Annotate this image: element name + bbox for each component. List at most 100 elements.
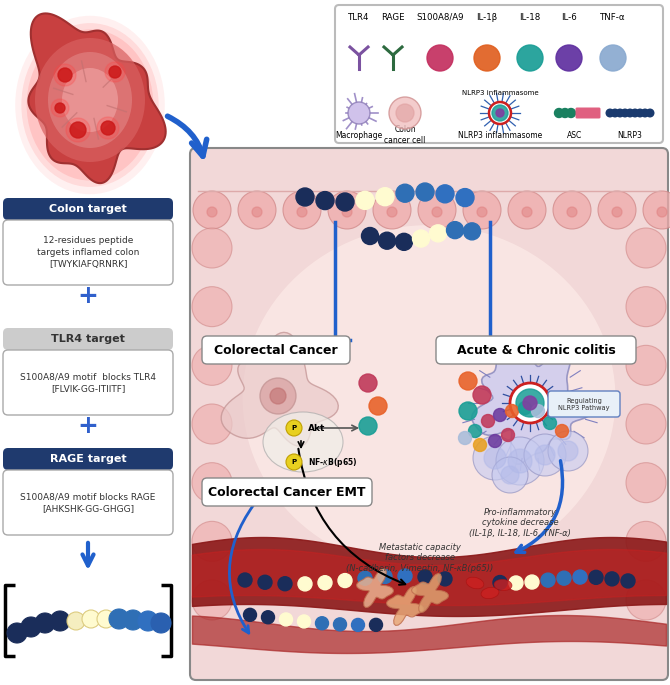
Circle shape bbox=[493, 575, 507, 590]
Circle shape bbox=[297, 615, 310, 628]
Circle shape bbox=[418, 191, 456, 229]
Text: IL-6: IL-6 bbox=[561, 12, 577, 21]
Circle shape bbox=[501, 466, 519, 484]
Circle shape bbox=[626, 521, 666, 561]
Circle shape bbox=[438, 572, 452, 586]
FancyBboxPatch shape bbox=[3, 220, 173, 285]
Circle shape bbox=[97, 117, 119, 139]
Circle shape bbox=[535, 445, 555, 465]
Ellipse shape bbox=[466, 577, 484, 589]
Circle shape bbox=[260, 378, 296, 414]
FancyBboxPatch shape bbox=[436, 336, 636, 364]
Circle shape bbox=[626, 580, 666, 620]
Circle shape bbox=[555, 425, 569, 438]
Circle shape bbox=[316, 616, 328, 630]
FancyBboxPatch shape bbox=[3, 470, 173, 535]
Circle shape bbox=[318, 575, 332, 590]
Circle shape bbox=[373, 191, 411, 229]
Polygon shape bbox=[472, 347, 592, 464]
Circle shape bbox=[389, 97, 421, 129]
Circle shape bbox=[416, 183, 434, 201]
Text: ASC: ASC bbox=[567, 131, 583, 140]
Circle shape bbox=[286, 420, 302, 436]
Text: 12-residues peptide
targets inflamed colon
[TWYKIAFQRNRK]: 12-residues peptide targets inflamed col… bbox=[37, 236, 139, 269]
Ellipse shape bbox=[48, 52, 132, 148]
Circle shape bbox=[378, 569, 392, 584]
Text: IL-18: IL-18 bbox=[519, 12, 541, 21]
Circle shape bbox=[492, 105, 508, 121]
FancyBboxPatch shape bbox=[3, 350, 173, 415]
Circle shape bbox=[657, 207, 667, 217]
Circle shape bbox=[517, 45, 543, 71]
Circle shape bbox=[558, 441, 578, 461]
Text: Pro-inflammatory
cytokine decrease
(IL-1β, IL-18, IL-6, TNF-α): Pro-inflammatory cytokine decrease (IL-1… bbox=[469, 508, 571, 538]
Circle shape bbox=[473, 386, 491, 404]
Text: Regulating
NLRP3 Pathway: Regulating NLRP3 Pathway bbox=[558, 397, 610, 410]
Circle shape bbox=[396, 184, 414, 202]
Circle shape bbox=[58, 68, 72, 82]
Circle shape bbox=[510, 383, 550, 423]
Text: Metastatic capacity
factors decrease
(N-cadherin, Vimentin, NF-κB(p65)): Metastatic capacity factors decrease (N-… bbox=[346, 543, 494, 573]
Circle shape bbox=[82, 610, 100, 628]
Circle shape bbox=[369, 397, 387, 415]
Circle shape bbox=[101, 121, 115, 135]
Circle shape bbox=[646, 109, 654, 117]
Circle shape bbox=[413, 230, 429, 247]
Circle shape bbox=[636, 109, 644, 117]
Circle shape bbox=[258, 575, 272, 589]
Ellipse shape bbox=[494, 580, 512, 590]
Circle shape bbox=[151, 613, 171, 633]
Ellipse shape bbox=[35, 38, 145, 162]
Circle shape bbox=[379, 232, 395, 249]
Circle shape bbox=[283, 191, 321, 229]
Circle shape bbox=[516, 389, 544, 417]
Circle shape bbox=[387, 207, 397, 217]
Circle shape bbox=[616, 109, 624, 117]
Circle shape bbox=[35, 613, 55, 633]
Circle shape bbox=[626, 404, 666, 444]
Circle shape bbox=[606, 109, 614, 117]
Circle shape bbox=[193, 191, 231, 229]
Circle shape bbox=[492, 457, 528, 493]
Circle shape bbox=[418, 570, 432, 584]
Circle shape bbox=[398, 569, 412, 583]
FancyBboxPatch shape bbox=[3, 328, 173, 350]
Circle shape bbox=[279, 613, 293, 626]
Circle shape bbox=[21, 617, 41, 637]
Circle shape bbox=[97, 610, 115, 628]
Circle shape bbox=[626, 345, 666, 386]
Circle shape bbox=[432, 207, 442, 217]
Circle shape bbox=[55, 103, 65, 113]
Circle shape bbox=[531, 405, 545, 417]
Circle shape bbox=[509, 576, 523, 590]
Text: Acute & Chronic colitis: Acute & Chronic colitis bbox=[457, 343, 615, 356]
Circle shape bbox=[484, 447, 506, 469]
Polygon shape bbox=[221, 332, 338, 446]
Circle shape bbox=[243, 608, 257, 621]
Ellipse shape bbox=[27, 29, 153, 181]
Circle shape bbox=[348, 102, 370, 124]
Circle shape bbox=[477, 207, 487, 217]
FancyArrowPatch shape bbox=[82, 543, 94, 566]
Circle shape bbox=[456, 188, 474, 207]
FancyBboxPatch shape bbox=[3, 448, 173, 470]
Circle shape bbox=[626, 462, 666, 503]
Circle shape bbox=[502, 429, 515, 442]
Circle shape bbox=[489, 102, 511, 124]
Circle shape bbox=[7, 623, 27, 643]
Circle shape bbox=[496, 437, 544, 485]
Circle shape bbox=[605, 572, 619, 586]
Circle shape bbox=[192, 521, 232, 561]
Circle shape bbox=[336, 193, 354, 211]
Circle shape bbox=[589, 571, 603, 584]
Circle shape bbox=[66, 118, 90, 142]
Ellipse shape bbox=[263, 412, 343, 472]
Circle shape bbox=[278, 577, 292, 590]
Circle shape bbox=[468, 425, 482, 438]
Circle shape bbox=[523, 396, 537, 410]
Circle shape bbox=[505, 405, 519, 417]
Circle shape bbox=[286, 454, 302, 470]
Circle shape bbox=[369, 619, 383, 632]
Text: +: + bbox=[78, 414, 98, 438]
Circle shape bbox=[352, 619, 364, 632]
